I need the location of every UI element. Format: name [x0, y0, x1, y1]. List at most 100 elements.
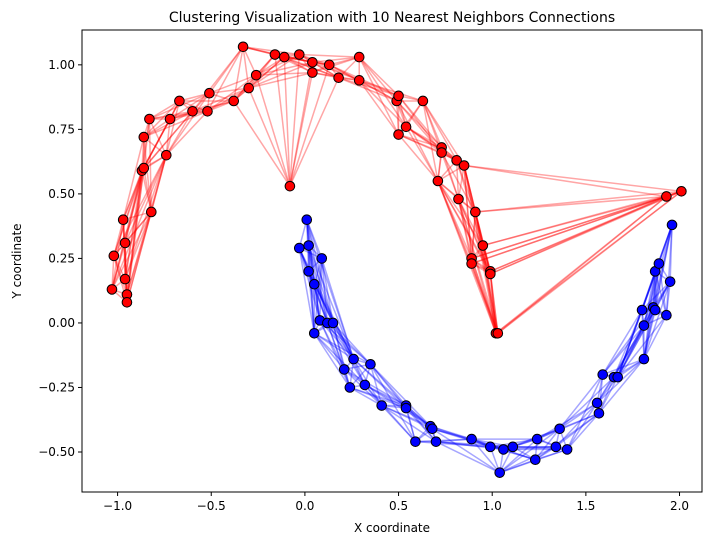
neighbor-line [430, 425, 491, 448]
data-point [353, 51, 365, 63]
data-point [485, 441, 496, 453]
neighbor-line [126, 211, 153, 303]
neighbor-line [338, 77, 397, 102]
neighbor-line [534, 428, 561, 461]
neighbor-line [495, 190, 682, 334]
data-point [477, 240, 489, 251]
neighbor-line [169, 92, 210, 120]
neighbor-line [122, 219, 126, 280]
neighbor-line [124, 242, 128, 295]
neighbor-line [364, 384, 416, 443]
neighbor-line [617, 309, 656, 378]
neighbor-line [457, 198, 492, 272]
neighbor-line [665, 281, 671, 316]
data-point [426, 423, 438, 435]
neighbor-line [141, 118, 171, 172]
neighbor-line [499, 446, 557, 474]
neighbor-line [299, 53, 360, 58]
data-point [649, 304, 661, 316]
data-point [303, 240, 314, 251]
data-point [307, 67, 318, 78]
neighbor-line [148, 118, 167, 156]
x-tick-label: 0.0 [295, 499, 314, 513]
neighbor-line [332, 322, 355, 360]
neighbor-line [141, 118, 151, 171]
neighbor-line [306, 219, 334, 324]
neighbor-line [191, 46, 244, 112]
neighbor-line [395, 100, 400, 135]
neighbor-line [457, 165, 465, 200]
data-point [494, 467, 506, 478]
neighbor-line [381, 404, 433, 430]
neighbor-line [307, 245, 334, 324]
neighbor-line [613, 309, 643, 378]
neighbor-line [332, 322, 372, 365]
neighbor-line [559, 374, 604, 430]
data-point [323, 59, 335, 71]
neighbor-line [319, 258, 323, 321]
neighbor-line [536, 402, 598, 440]
neighbor-line [405, 126, 439, 182]
data-point [376, 400, 387, 411]
y-tick-label: 1.00 [48, 58, 75, 72]
x-axis-label: X coordinate [354, 521, 430, 535]
data-point [119, 273, 131, 285]
x-tick-label: 1.5 [576, 499, 595, 513]
neighbor-line [124, 211, 152, 244]
neighbor-line [307, 245, 316, 334]
neighbor-line [652, 271, 656, 308]
neighbor-line [369, 363, 407, 407]
neighbor-line [306, 219, 355, 360]
data-point [308, 278, 320, 290]
neighbor-line [643, 307, 655, 360]
y-tick-label: 0.50 [48, 187, 75, 201]
neighbor-line [437, 180, 491, 275]
neighbor-line [312, 56, 360, 64]
data-point [308, 327, 320, 339]
neighbor-line [396, 100, 443, 148]
neighbor-line [143, 137, 153, 213]
neighbor-line [497, 190, 682, 334]
data-point [359, 379, 371, 391]
neighbor-line [435, 440, 501, 474]
neighbor-line [122, 170, 143, 220]
neighbor-line [555, 412, 600, 448]
data-point [597, 369, 609, 380]
y-axis-label: Y coordinate [10, 223, 24, 299]
neighbor-line [113, 211, 152, 257]
neighbor-line [319, 320, 351, 388]
neighbor-line [464, 164, 667, 198]
neighbor-line [113, 219, 124, 257]
neighbor-line [432, 428, 491, 448]
data-point [243, 82, 255, 94]
neighbor-line [489, 273, 497, 334]
data-point [160, 149, 172, 161]
neighbor-line [602, 325, 645, 376]
neighbor-line [422, 100, 443, 148]
neighbor-line [559, 412, 600, 430]
neighbor-line [143, 100, 180, 138]
neighbor-line [141, 110, 194, 172]
neighbor-line [490, 195, 667, 273]
neighbor-line [422, 100, 439, 182]
neighbor-line [641, 271, 656, 311]
neighbor-line [111, 255, 115, 290]
data-point [417, 95, 429, 107]
neighbor-line [313, 284, 321, 321]
neighbor-line [489, 273, 499, 334]
neighbor-line [602, 309, 643, 375]
data-point [301, 214, 313, 226]
neighbor-line [255, 56, 285, 76]
neighbor-line [306, 219, 329, 324]
neighbor-line [566, 412, 600, 450]
data-point [550, 441, 562, 453]
y-tick-label: −0.25 [38, 380, 75, 394]
neighbor-line [643, 281, 671, 326]
neighbor-line [149, 100, 180, 120]
neighbor-line [113, 255, 128, 295]
neighbor-line [495, 195, 667, 334]
neighbor-line [463, 165, 484, 246]
data-point [278, 51, 290, 63]
neighbor-line [326, 322, 351, 388]
neighbor-line [463, 165, 477, 213]
